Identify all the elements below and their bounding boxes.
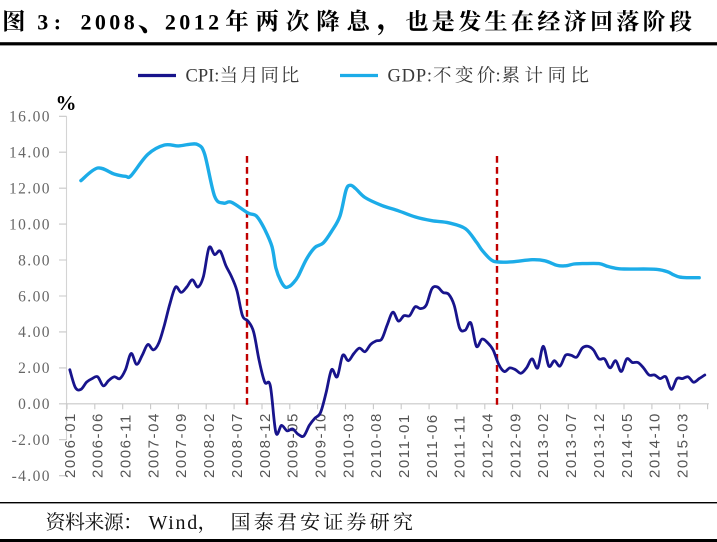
svg-text:2008-12: 2008-12 xyxy=(257,412,274,478)
svg-text:16.00: 16.00 xyxy=(9,109,51,126)
svg-text:12.00: 12.00 xyxy=(9,181,51,198)
svg-text:%: % xyxy=(56,91,77,115)
svg-text:2012-09: 2012-09 xyxy=(507,412,524,478)
svg-text:2014-10: 2014-10 xyxy=(647,412,664,478)
svg-text:2011-11: 2011-11 xyxy=(452,414,469,478)
svg-text:2007-09: 2007-09 xyxy=(173,412,190,478)
svg-text:2013-07: 2013-07 xyxy=(563,412,580,478)
svg-text:2015-03: 2015-03 xyxy=(675,412,692,478)
svg-text:-2.00: -2.00 xyxy=(12,432,51,449)
svg-text:14.00: 14.00 xyxy=(9,145,51,162)
svg-text:2006-11: 2006-11 xyxy=(118,413,135,478)
svg-text:GDP:: GDP: xyxy=(388,67,433,87)
svg-text:10.00: 10.00 xyxy=(9,216,51,233)
svg-text:2007-04: 2007-04 xyxy=(145,412,162,478)
svg-text:2009-10: 2009-10 xyxy=(312,412,329,478)
svg-text:2006-06: 2006-06 xyxy=(90,412,107,478)
svg-text:2013-12: 2013-12 xyxy=(591,412,608,478)
svg-text:-4.00: -4.00 xyxy=(12,468,51,485)
svg-text::: : xyxy=(54,10,65,35)
svg-text:6.00: 6.00 xyxy=(18,288,51,305)
svg-text:2.00: 2.00 xyxy=(18,360,51,377)
svg-text:2011-01: 2011-01 xyxy=(396,413,413,478)
svg-text:2011-06: 2011-06 xyxy=(424,413,441,478)
svg-text:2013-02: 2013-02 xyxy=(535,412,552,478)
svg-text:2010-03: 2010-03 xyxy=(340,412,357,478)
svg-text:2006-01: 2006-01 xyxy=(62,412,79,478)
svg-text:CPI:: CPI: xyxy=(186,67,220,87)
svg-text:8.00: 8.00 xyxy=(18,252,51,269)
svg-text:2014-05: 2014-05 xyxy=(619,412,636,478)
svg-text:4.00: 4.00 xyxy=(18,324,51,341)
svg-text::: : xyxy=(496,67,501,87)
svg-text:Wind: Wind xyxy=(149,512,199,534)
svg-text:2008: 2008 xyxy=(81,10,139,35)
svg-text:2008-02: 2008-02 xyxy=(201,412,218,478)
svg-text:2010-08: 2010-08 xyxy=(368,412,385,478)
svg-text:2012: 2012 xyxy=(165,10,223,35)
svg-text:3: 3 xyxy=(37,10,51,35)
svg-text:0.00: 0.00 xyxy=(18,396,51,413)
svg-text:2008-07: 2008-07 xyxy=(229,412,246,478)
svg-text:2012-04: 2012-04 xyxy=(480,412,497,478)
svg-text:2009-05: 2009-05 xyxy=(285,412,302,478)
